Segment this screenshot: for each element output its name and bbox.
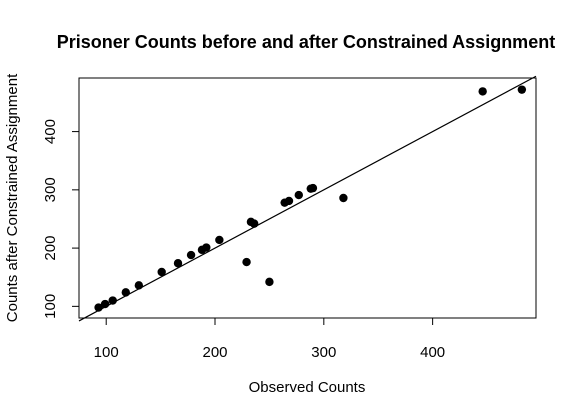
data-point [186, 250, 196, 260]
data-point [134, 281, 144, 290]
data-point [215, 235, 224, 245]
data-point [121, 288, 130, 297]
data-point [517, 85, 527, 94]
data-point [100, 299, 110, 309]
data-point [173, 259, 183, 268]
data-point [157, 267, 166, 277]
x-tick-label: 200 [202, 344, 227, 361]
x-tick-label: 300 [311, 344, 336, 361]
data-point [339, 193, 348, 203]
y-axis-label: Counts after Constrained Assignment [4, 73, 21, 322]
data-point [308, 183, 318, 193]
y-tick-label: 200 [42, 236, 59, 261]
data-point [294, 190, 303, 200]
data-point [108, 296, 117, 305]
y-tick-label: 300 [42, 177, 59, 202]
data-point [242, 257, 251, 267]
data-point [284, 196, 294, 206]
y-tick-label: 100 [42, 294, 59, 319]
data-points [94, 85, 527, 312]
data-point [94, 303, 103, 312]
x-axis: 100 200 300 400 [94, 317, 445, 361]
reference-line [78, 75, 537, 322]
y-tick-label: 400 [42, 119, 59, 144]
y-axis: 100 200 300 400 [42, 119, 80, 319]
x-axis-label: Observed Counts [249, 379, 366, 396]
x-tick-label: 400 [420, 344, 445, 361]
data-point [265, 277, 274, 287]
reference-line-group [78, 75, 537, 322]
data-point [249, 219, 259, 228]
data-point [478, 87, 487, 96]
chart-title: Prisoner Counts before and after Constra… [57, 32, 555, 52]
data-point [202, 243, 211, 252]
x-tick-label: 100 [94, 344, 119, 361]
